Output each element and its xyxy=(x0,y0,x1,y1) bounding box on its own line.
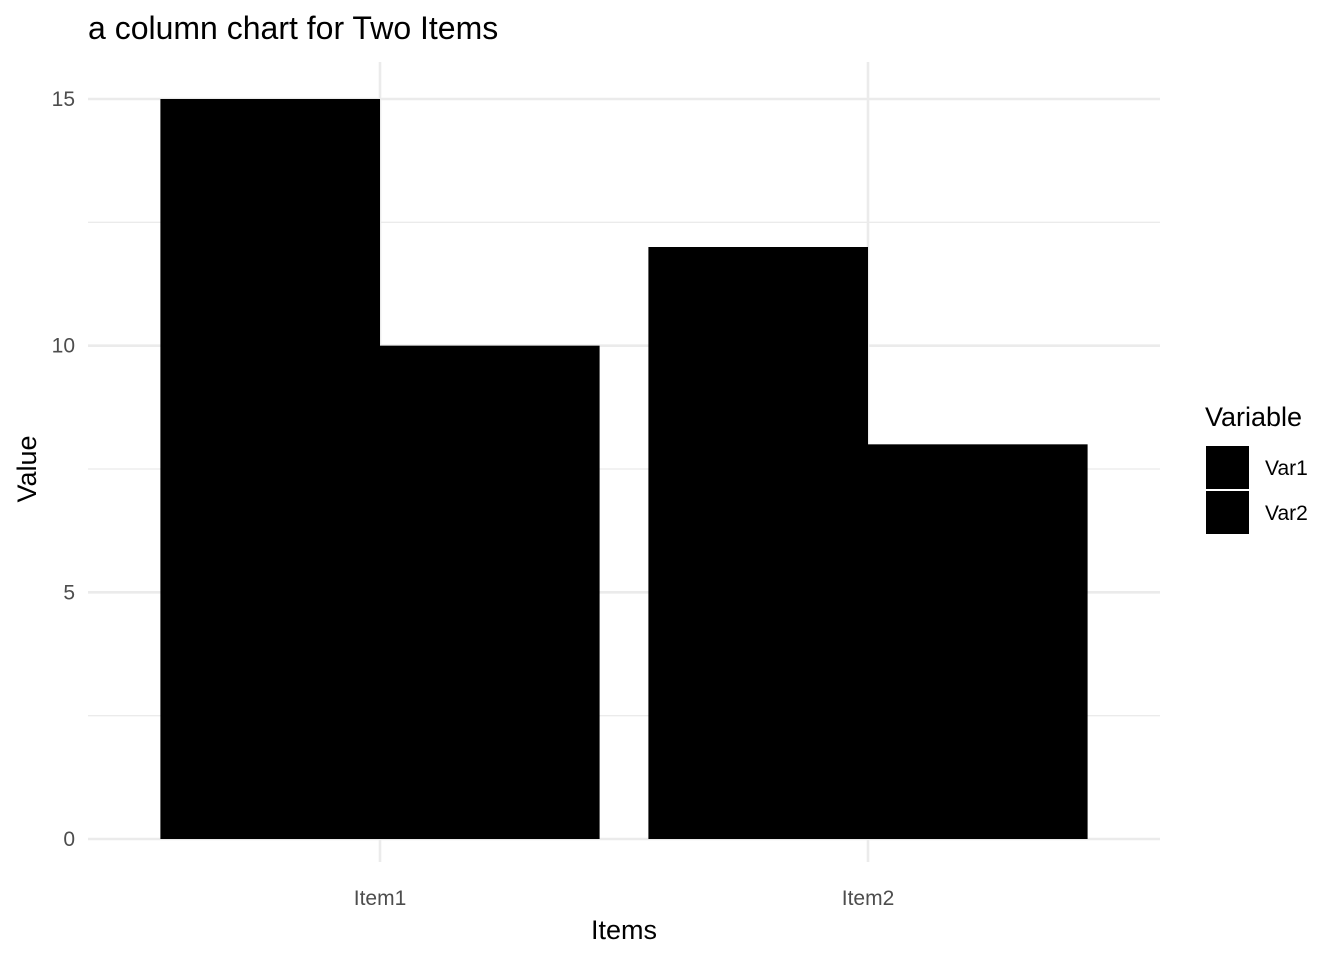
bar-item2-var2 xyxy=(868,444,1088,839)
legend-title: Variable xyxy=(1205,402,1302,432)
y-tick-label: 10 xyxy=(52,335,75,358)
legend-label: Var1 xyxy=(1265,457,1308,480)
x-tick-label: Item1 xyxy=(354,887,407,910)
legend-key-var1 xyxy=(1206,446,1249,489)
y-axis-title: Value xyxy=(12,435,42,502)
legend: Variable Var1 Var2 xyxy=(1205,402,1308,534)
y-axis-ticks: 0 5 10 15 xyxy=(52,88,75,851)
legend-label: Var2 xyxy=(1265,502,1308,525)
y-tick-label: 15 xyxy=(52,88,75,111)
chart-title: a column chart for Two Items xyxy=(88,10,498,46)
x-axis-ticks: Item1 Item2 xyxy=(354,887,895,910)
bar-item1-var1 xyxy=(160,99,380,839)
y-tick-label: 0 xyxy=(63,828,75,851)
bars xyxy=(160,99,1088,839)
bar-item1-var2 xyxy=(380,345,600,839)
legend-key-var2 xyxy=(1206,491,1249,534)
x-axis-title: Items xyxy=(591,915,657,945)
bar-item2-var1 xyxy=(648,247,868,839)
y-tick-label: 5 xyxy=(63,581,75,604)
x-tick-label: Item2 xyxy=(842,887,895,910)
